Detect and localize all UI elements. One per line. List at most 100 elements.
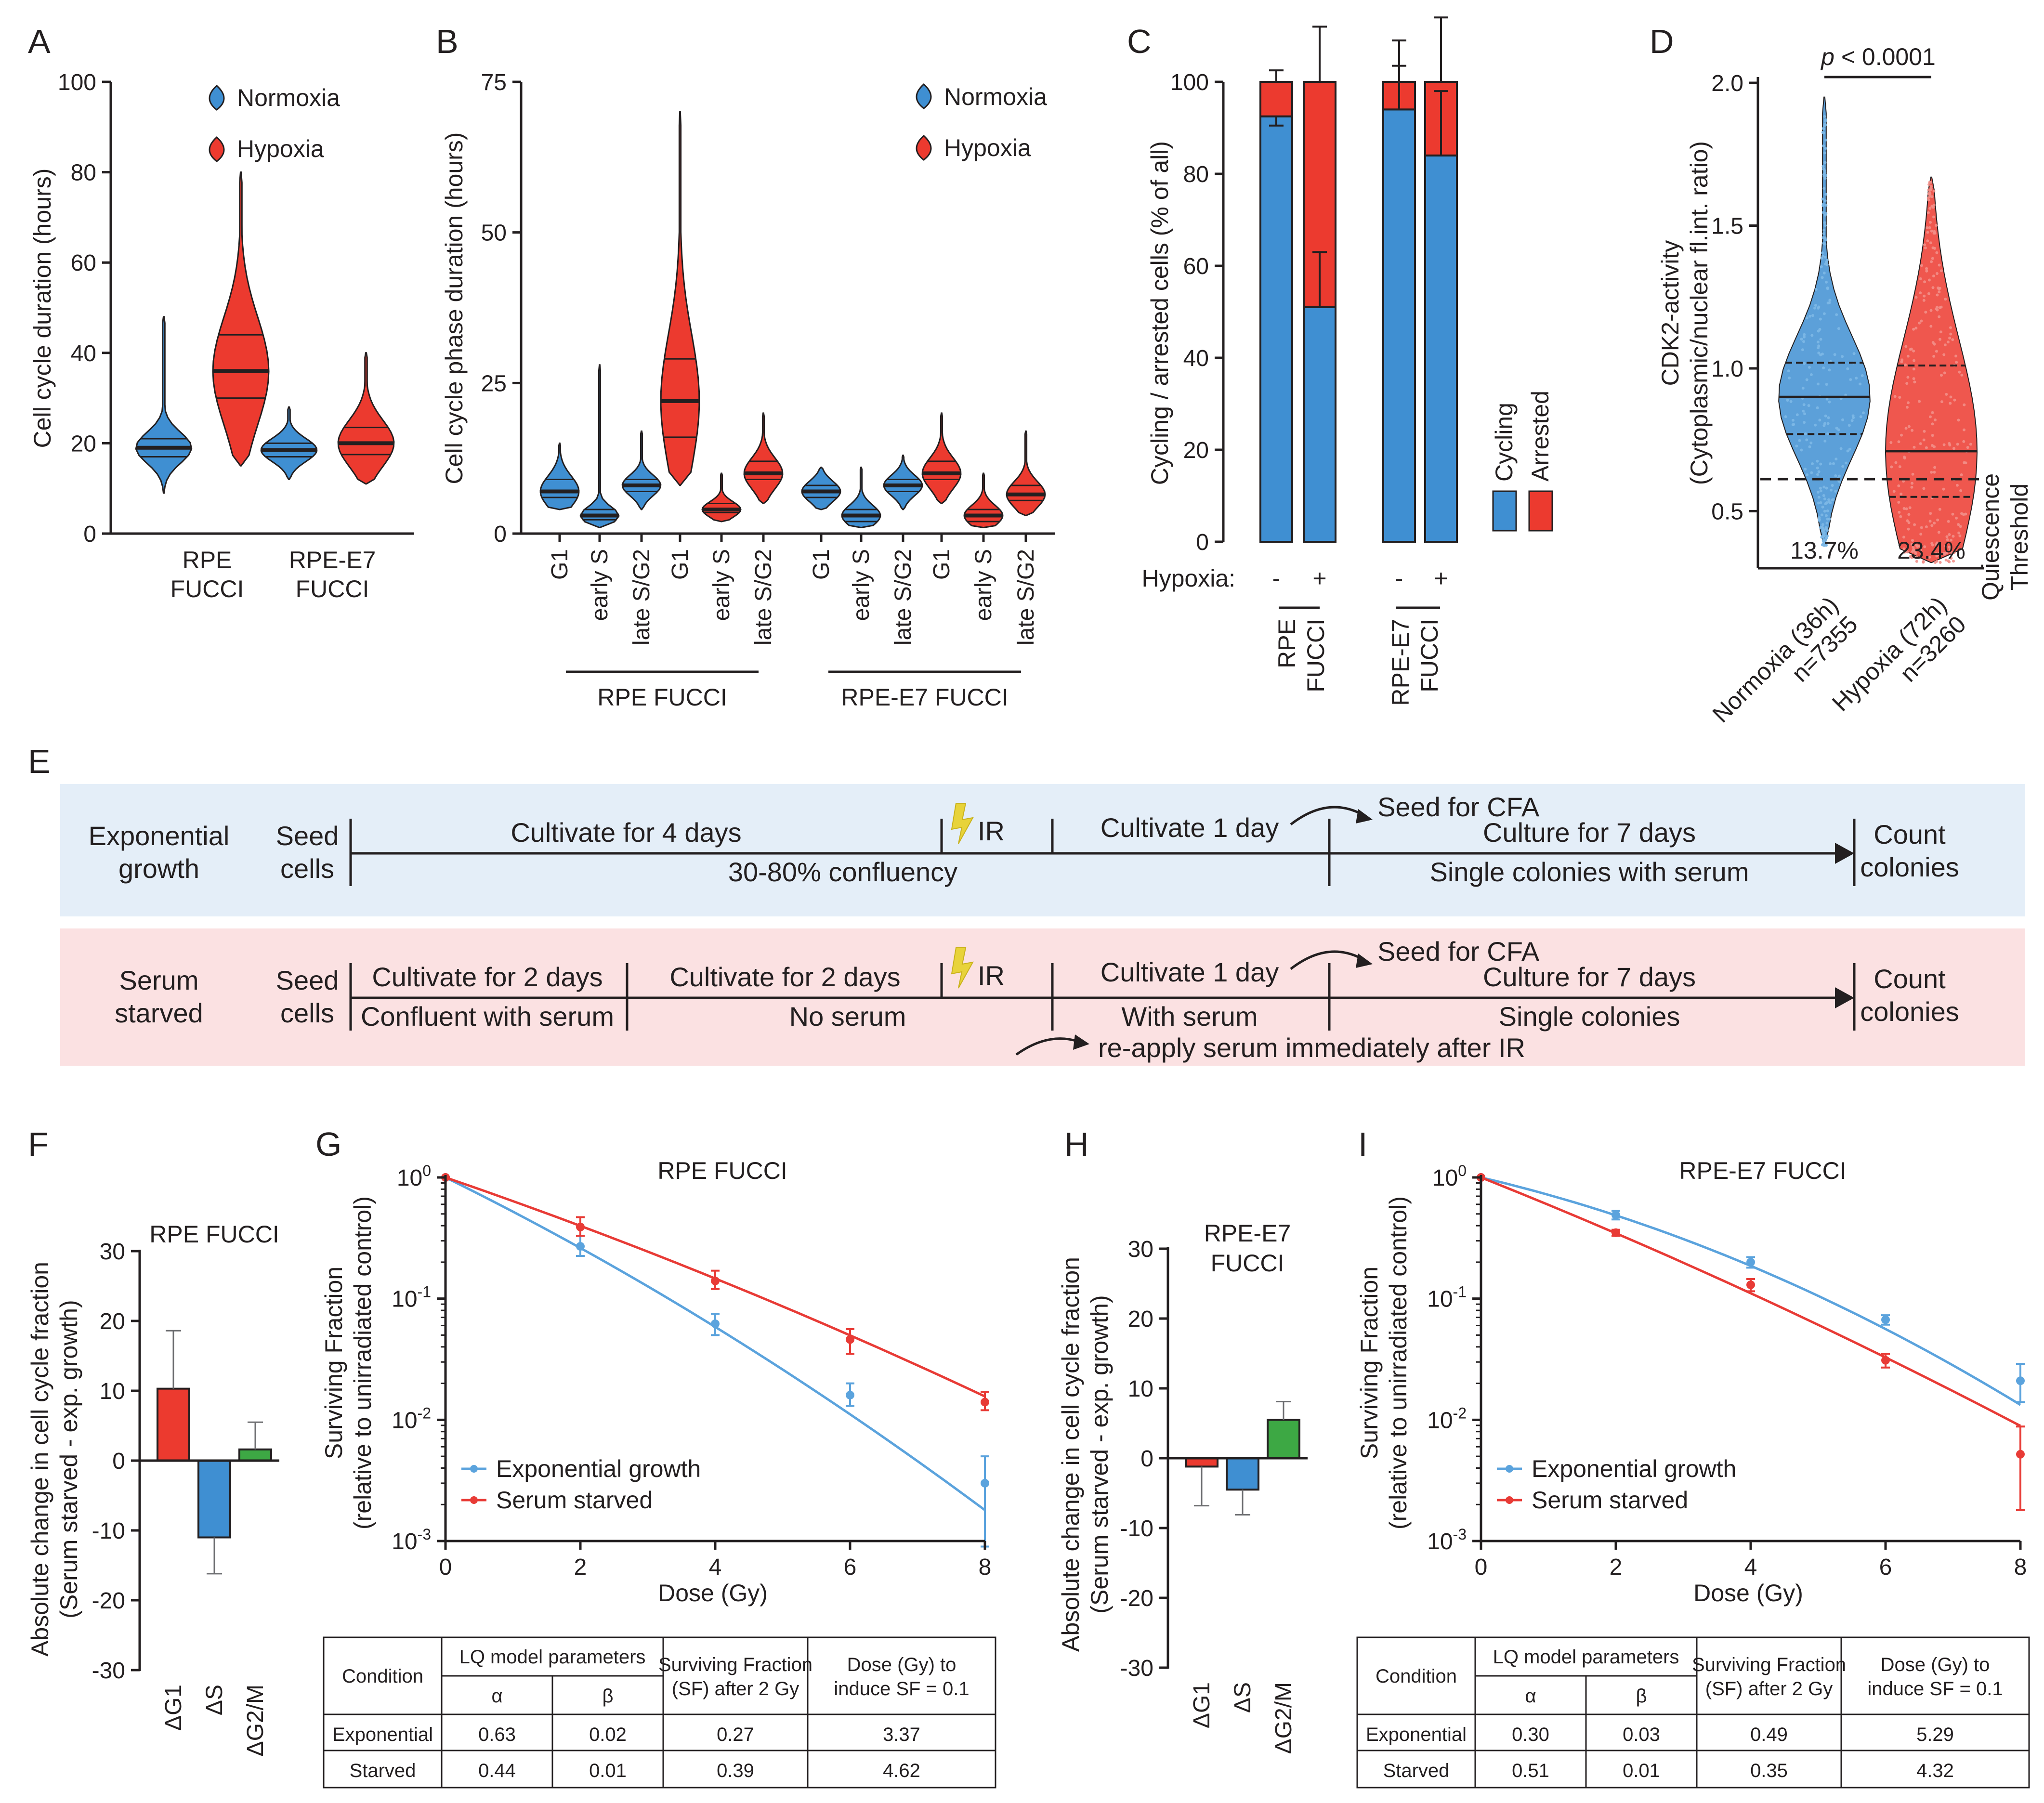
- data-point: [1822, 127, 1825, 131]
- data-point: [1907, 513, 1911, 516]
- data-point: [1900, 433, 1903, 437]
- violin-11: [1006, 430, 1046, 516]
- table-cell: 0.51: [1512, 1760, 1549, 1781]
- panel-a-y-ticks: 0 20 40 60 80 100: [58, 70, 111, 547]
- data-point: [1849, 378, 1852, 381]
- data-point: [1818, 518, 1821, 522]
- panel-c-y-ticks: 0 20 40 60 80 100: [1170, 70, 1223, 555]
- percent-below-threshold: 23.4%: [1897, 537, 1965, 564]
- data-point: [1821, 353, 1824, 356]
- x-tick-label: G1: [547, 549, 573, 580]
- x-tick-label: late S/G2: [1013, 549, 1039, 645]
- y-tick-label: 100: [1432, 1162, 1467, 1191]
- data-point: [1816, 382, 1820, 386]
- data-point: [1902, 536, 1905, 539]
- panel-i-marks: [1477, 1173, 2025, 1511]
- data-point: [1828, 400, 1831, 404]
- y-tick-label: 20: [1183, 438, 1209, 463]
- panel-h-y-label: (Serum starved - exp. growth): [1086, 1295, 1113, 1613]
- data-point: [1821, 165, 1825, 168]
- x-tick-label: ΔG2/M: [1271, 1682, 1297, 1754]
- data-point: [1823, 176, 1827, 180]
- data-point: [1800, 448, 1803, 452]
- table-header: α: [1525, 1685, 1536, 1707]
- data-point: [1816, 406, 1819, 409]
- row-title: growth: [118, 853, 199, 884]
- data-point: [1827, 416, 1830, 419]
- panel-d-y-label: CDK2-activity: [1657, 240, 1684, 386]
- panel-g-legend: Exponential growth Serum starved: [461, 1455, 701, 1514]
- data-point: [1791, 418, 1795, 422]
- data-point: [1831, 484, 1834, 487]
- data-point: [1931, 543, 1934, 547]
- data-point: [1817, 496, 1821, 499]
- data-point: [1826, 287, 1829, 290]
- y-tick-label: 10-1: [392, 1283, 431, 1312]
- y-tick-label: 60: [1183, 254, 1209, 279]
- table-cell: 4.32: [1916, 1760, 1954, 1781]
- data-point: [981, 1398, 989, 1407]
- table-cell: 3.37: [883, 1724, 920, 1745]
- data-point: [1942, 443, 1946, 446]
- panel-f-title: RPE FUCCI: [149, 1221, 279, 1248]
- panel-c-legend: Cycling Arrested: [1491, 391, 1554, 532]
- data-point: [1900, 360, 1903, 364]
- legend-exponential-marker: [470, 1465, 478, 1473]
- data-point: [1913, 380, 1916, 384]
- step-label: With serum: [1121, 1001, 1258, 1032]
- step-label: Culture for 7 days: [1483, 817, 1696, 848]
- step-label: Confluent with serum: [361, 1001, 614, 1032]
- data-point: [1823, 151, 1826, 155]
- data-point: [1911, 472, 1914, 476]
- data-point: [1927, 292, 1930, 295]
- data-point: [1807, 404, 1810, 407]
- data-point: [1905, 382, 1909, 385]
- panel-b-y-ticks: 0 25 50 75: [481, 70, 521, 547]
- data-point: [1800, 338, 1803, 341]
- data-point: [1832, 498, 1835, 501]
- threshold-label: Quiescence: [1977, 473, 2004, 601]
- data-point: [1906, 519, 1909, 523]
- data-point: [1948, 337, 1952, 340]
- timeline-arrowhead: [1835, 843, 1854, 864]
- data-point: [1929, 241, 1932, 245]
- data-point: [1920, 552, 1923, 555]
- ir-label: IR: [978, 960, 1005, 991]
- panel-a-y-label: Cell cycle duration (hours): [29, 169, 56, 448]
- row-title: starved: [115, 998, 203, 1028]
- panel-c-row-label: Hypoxia:: [1141, 565, 1235, 592]
- data-point: [1798, 439, 1801, 442]
- data-point: [1823, 497, 1826, 500]
- data-point: [1823, 199, 1827, 202]
- data-point: [1940, 374, 1943, 377]
- data-point: [1907, 401, 1910, 405]
- data-point: [1942, 487, 1945, 491]
- x-tick-label: late S/G2: [629, 549, 655, 645]
- step-label: Cultivate for 2 days: [669, 962, 900, 992]
- data-point: [1819, 526, 1822, 529]
- panel-a-group-label: RPE-E7: [289, 547, 376, 574]
- data-point: [1795, 444, 1798, 448]
- table-cell: Exponential: [332, 1724, 433, 1745]
- data-point: [1881, 1315, 1890, 1324]
- data-point: [1957, 523, 1960, 526]
- violin-8: [883, 454, 923, 510]
- data-point: [1933, 230, 1936, 233]
- x-tick-label: early S: [849, 549, 874, 621]
- data-point: [1825, 259, 1829, 262]
- ir-label: IR: [978, 816, 1005, 846]
- data-point: [1817, 346, 1820, 350]
- data-point: [1905, 405, 1909, 409]
- data-point: [1834, 490, 1837, 493]
- data-point: [1612, 1228, 1620, 1237]
- data-point: [1805, 438, 1808, 442]
- data-point: [1808, 314, 1812, 318]
- lightning-icon: [951, 947, 974, 989]
- data-point: [1919, 548, 1922, 551]
- data-point: [1936, 305, 1939, 309]
- data-point: [1920, 319, 1923, 323]
- data-point: [1855, 377, 1858, 380]
- data-point: [1927, 183, 1931, 186]
- data-point: [1923, 294, 1926, 298]
